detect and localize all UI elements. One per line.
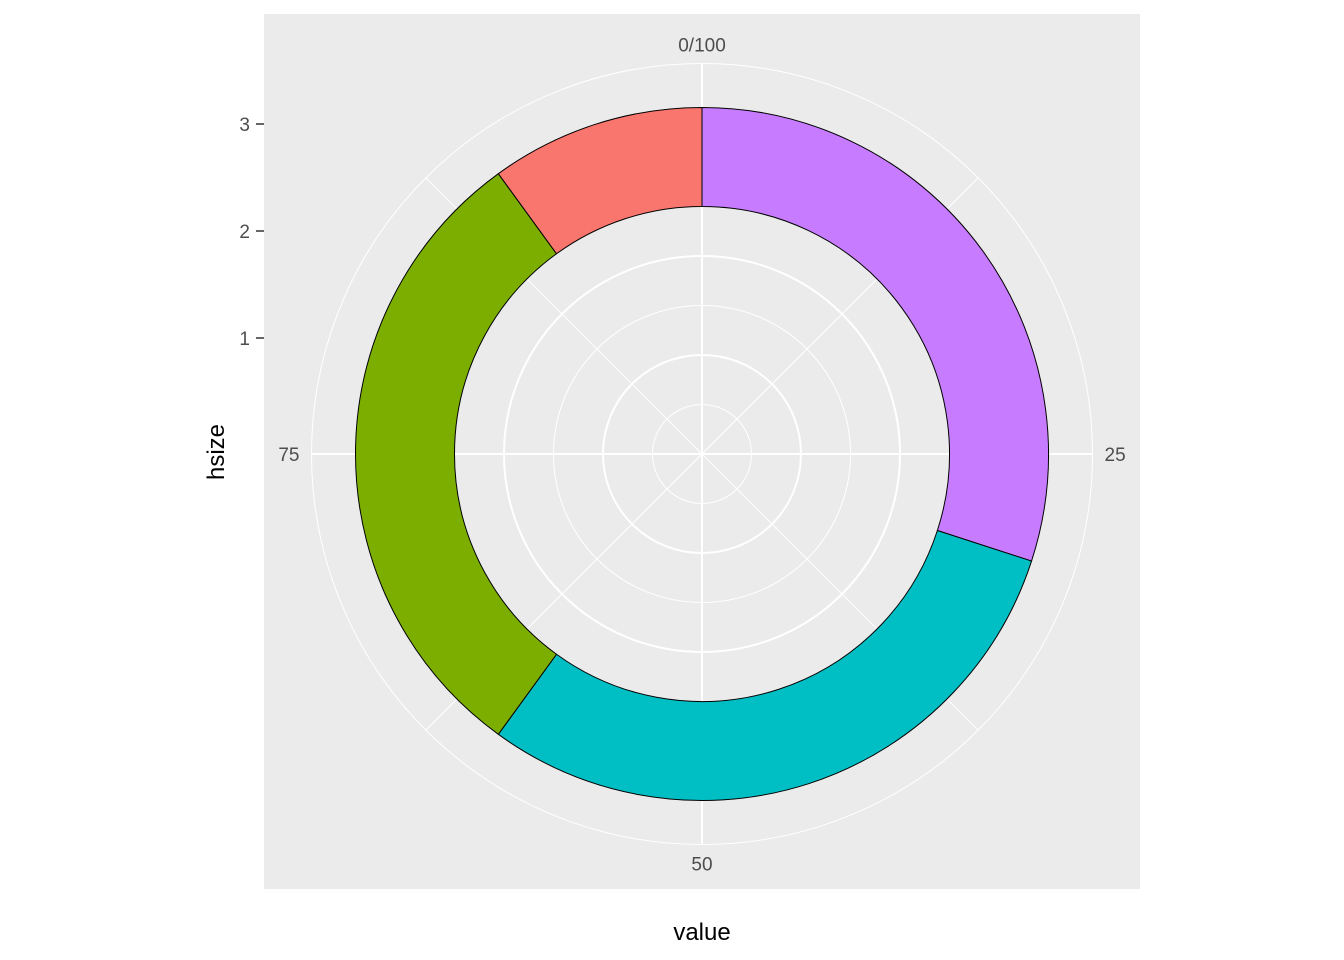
- donut-slice-2: [497, 529, 1033, 801]
- radial-axis-tick-label: 3: [239, 115, 250, 136]
- donut-slice-3: [355, 172, 558, 736]
- donut-slice-4: [497, 106, 703, 255]
- donut-slice-1: [701, 106, 1049, 562]
- y-axis-title: hsize: [203, 424, 230, 480]
- radial-axis: 1 2 3: [239, 115, 264, 350]
- x-axis-title: value: [673, 919, 730, 946]
- theta-tick-label: 75: [278, 445, 299, 466]
- theta-tick-label: 0/100: [678, 36, 726, 57]
- radial-axis-tick-label: 1: [239, 329, 250, 350]
- theta-tick-labels: 0/100 25 50 75: [278, 36, 1125, 876]
- donut-slices: [355, 106, 1049, 801]
- theta-tick-label: 25: [1105, 445, 1126, 466]
- theta-tick-label: 50: [691, 855, 712, 876]
- radial-axis-tick-label: 2: [239, 222, 250, 243]
